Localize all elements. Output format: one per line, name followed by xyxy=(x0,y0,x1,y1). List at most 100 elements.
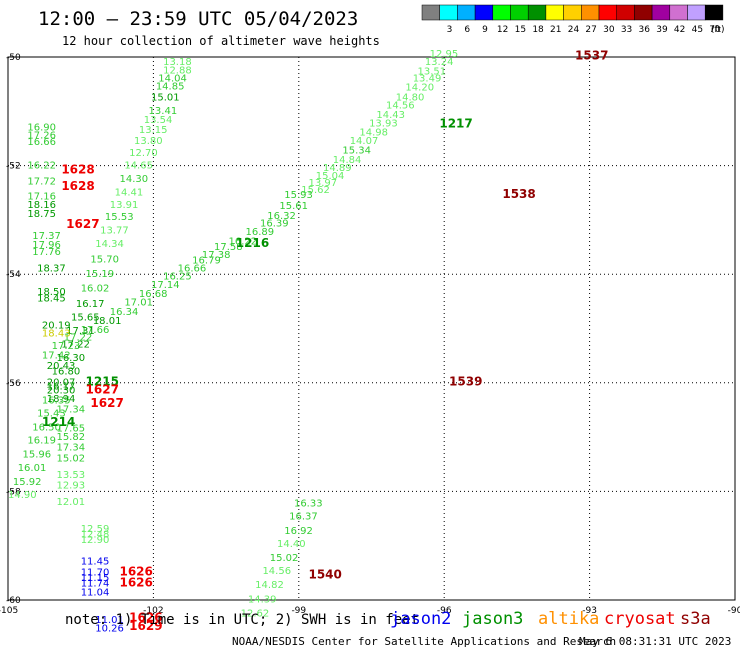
wave-height-value: 15.34 xyxy=(342,146,371,157)
y-tick-label: -54 xyxy=(6,270,21,280)
pass-time-label: 1627 xyxy=(90,396,123,410)
legend-unit: (ft) xyxy=(711,25,725,35)
wave-height-value: 14.90 xyxy=(8,490,37,501)
pass-time-label: 1628 xyxy=(61,179,94,193)
wave-height-value: 15.01 xyxy=(151,92,180,103)
wave-height-value: 17.14 xyxy=(151,280,180,291)
pass-time-label: 1214 xyxy=(42,415,75,429)
wave-height-value: 14.84 xyxy=(333,155,362,166)
wave-height-value: 17.34 xyxy=(56,443,85,454)
legend-label: 21 xyxy=(550,25,561,35)
wave-height-value: 17.23 xyxy=(52,341,81,352)
wave-height-value: 11.01 xyxy=(95,615,124,626)
wave-height-value: 17.66 xyxy=(81,325,110,336)
wave-height-value: 16.34 xyxy=(110,307,139,318)
pass-time-label: 1217 xyxy=(439,117,472,131)
wave-height-value: 14.04 xyxy=(158,73,187,84)
footer-timestamp: May 6 08:31:31 UTC 2023 xyxy=(579,635,732,648)
wave-height-value: 17.01 xyxy=(124,298,153,309)
pass-time-label: 1626 xyxy=(119,565,152,579)
wave-height-value: 11.70 xyxy=(81,568,110,579)
y-tick-label: -56 xyxy=(6,379,21,389)
wave-height-value: 13.54 xyxy=(144,115,173,126)
legend-swatch xyxy=(457,4,476,21)
legend-swatch xyxy=(598,4,617,21)
wave-height-value: 15.62 xyxy=(301,185,330,196)
pass-time-label: 1627 xyxy=(86,383,119,397)
wave-height-value: 13.91 xyxy=(110,200,139,211)
wave-height-value: 14.89 xyxy=(323,163,352,174)
wave-height-value: 15.19 xyxy=(86,269,115,280)
legend-swatch xyxy=(474,4,494,21)
wave-height-value: 17.42 xyxy=(42,350,71,361)
x-tick-label: -90 xyxy=(728,606,740,616)
wave-height-value: 16.25 xyxy=(163,272,192,283)
legend-label: 24 xyxy=(568,25,580,35)
pass-time-label: 1627 xyxy=(66,217,99,231)
wave-height-value: 20.07 xyxy=(47,378,76,389)
wave-height-value: 14.65 xyxy=(124,160,153,171)
wave-height-value: 14.41 xyxy=(115,187,144,198)
footer-note: note: 1) Time is in UTC; 2) SWH is in fe… xyxy=(65,612,420,628)
legend-swatch xyxy=(704,4,724,21)
wave-height-value: 13.15 xyxy=(139,125,168,136)
wave-height-value: 16.90 xyxy=(27,122,56,133)
wave-height-value: 16.17 xyxy=(47,381,76,392)
legend-swatch xyxy=(527,4,547,21)
wave-height-value: 17.22 xyxy=(61,340,90,351)
satellite-jason3: jason3 xyxy=(462,609,524,629)
wave-height-value: 16.32 xyxy=(267,211,296,222)
legend-swatch xyxy=(563,4,582,21)
pass-time-label: 1629 xyxy=(129,619,162,633)
wave-height-value: 13.51 xyxy=(418,66,447,77)
legend-label: 18 xyxy=(532,25,544,35)
wave-height-value: 16.89 xyxy=(245,227,274,238)
page-subtitle: 12 hour collection of altimeter wave hei… xyxy=(62,34,380,48)
pass-time-label: 1215 xyxy=(86,375,119,389)
wave-height-value: 18.37 xyxy=(37,263,66,274)
wave-height-value: 15.02 xyxy=(270,553,299,564)
legend-swatch xyxy=(634,4,653,21)
wave-height-value: 15.04 xyxy=(316,171,345,182)
legend-swatch xyxy=(421,4,440,21)
wave-height-value: 17.31 xyxy=(66,326,95,337)
legend-swatch xyxy=(687,4,706,21)
wave-height-value: 15.93 xyxy=(284,190,313,201)
wave-height-value: 14.85 xyxy=(156,82,185,93)
satellite-altika: altika xyxy=(538,609,600,629)
wave-height-value: 17.16 xyxy=(27,191,56,202)
wave-height-value: 14.98 xyxy=(359,128,388,139)
wave-height-value: 13.53 xyxy=(56,470,85,481)
wave-height-value: 16.80 xyxy=(52,367,81,378)
wave-height-value: 14.07 xyxy=(350,136,379,147)
wave-height-value: 16.22 xyxy=(27,160,56,171)
wave-height-value: 17.38 xyxy=(202,250,231,261)
wave-height-value: 17.58 xyxy=(214,242,243,253)
wave-height-value: 14.82 xyxy=(255,580,284,591)
wave-height-value: 17.96 xyxy=(32,240,61,251)
plot-frame xyxy=(7,56,736,601)
wave-height-value: 14.30 xyxy=(119,174,148,185)
y-tick-label: -58 xyxy=(6,487,21,497)
wave-height-value: 15.70 xyxy=(90,254,119,265)
wave-height-value: 17.22 xyxy=(64,332,93,343)
wave-height-value: 17.34 xyxy=(56,405,85,416)
x-tick-label: -93 xyxy=(582,606,597,616)
wave-height-value: 11.15 xyxy=(81,573,110,584)
legend-swatch xyxy=(669,4,688,21)
wave-height-value: 13.80 xyxy=(134,136,163,147)
pass-time-label: 1538 xyxy=(502,187,535,201)
wave-height-value: 17.65 xyxy=(56,424,85,435)
legend-swatch xyxy=(616,4,635,21)
wave-height-value: 20.43 xyxy=(47,361,76,372)
x-tick-label: -96 xyxy=(437,606,452,616)
wave-height-value: 13.49 xyxy=(413,73,442,84)
wave-height-value: 12.93 xyxy=(56,481,85,492)
legend-swatch xyxy=(545,4,564,21)
wave-height-value: 17.72 xyxy=(27,177,56,188)
legend-swatch xyxy=(510,4,529,21)
satellite-cryosat: cryosat xyxy=(604,609,676,629)
legend-label: 27 xyxy=(585,25,596,35)
wave-height-value: 18.16 xyxy=(27,200,56,211)
